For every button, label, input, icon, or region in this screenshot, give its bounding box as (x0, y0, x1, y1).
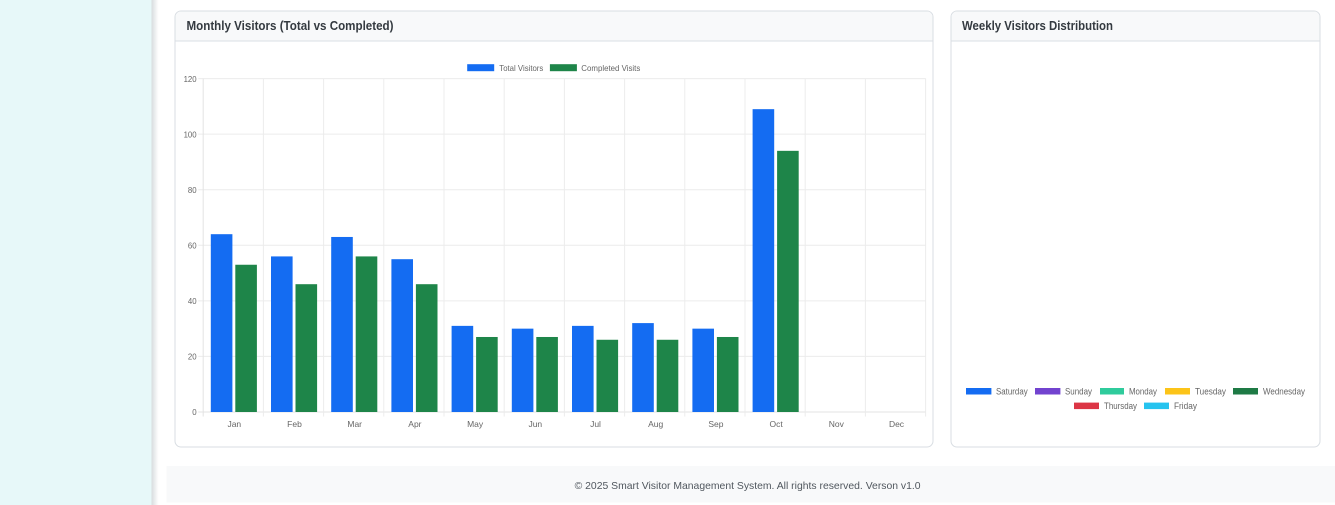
svg-text:Aug: Aug (648, 419, 663, 429)
svg-text:Dec: Dec (889, 419, 905, 429)
svg-text:Friday: Friday (1174, 401, 1197, 411)
svg-text:0: 0 (192, 407, 197, 417)
svg-text:Feb: Feb (287, 419, 302, 429)
svg-text:Sunday: Sunday (1065, 386, 1092, 396)
svg-text:60: 60 (188, 241, 197, 251)
svg-text:Tuesday: Tuesday (1195, 386, 1226, 396)
svg-text:Saturday: Saturday (996, 386, 1028, 396)
svg-text:100: 100 (184, 129, 197, 139)
svg-text:Weekly Visitors Distribution: Weekly Visitors Distribution (962, 19, 1113, 33)
svg-text:80: 80 (188, 185, 197, 195)
svg-text:120: 120 (184, 74, 197, 84)
svg-text:Wednesday: Wednesday (1263, 386, 1305, 396)
svg-text:Mar: Mar (347, 419, 362, 429)
svg-text:Jun: Jun (528, 419, 542, 429)
svg-text:Thursday: Thursday (1104, 401, 1137, 411)
svg-text:Apr: Apr (408, 419, 421, 429)
svg-text:40: 40 (188, 296, 197, 306)
svg-text:May: May (467, 419, 484, 429)
svg-text:Total Visitors: Total Visitors (499, 63, 543, 73)
svg-text:Oct: Oct (769, 419, 783, 429)
svg-text:Nov: Nov (829, 419, 845, 429)
svg-text:Completed Visits: Completed Visits (581, 63, 640, 73)
svg-text:Monthly Visitors (Total vs Com: Monthly Visitors (Total vs Completed) (187, 19, 394, 33)
svg-text:Monday: Monday (1129, 386, 1157, 396)
svg-text:© 2025 Smart Visitor Managemen: © 2025 Smart Visitor Management System. … (575, 480, 921, 492)
svg-text:20: 20 (188, 352, 197, 362)
svg-text:Sep: Sep (708, 419, 723, 429)
svg-text:Jul: Jul (590, 419, 601, 429)
svg-text:Jan: Jan (227, 419, 241, 429)
